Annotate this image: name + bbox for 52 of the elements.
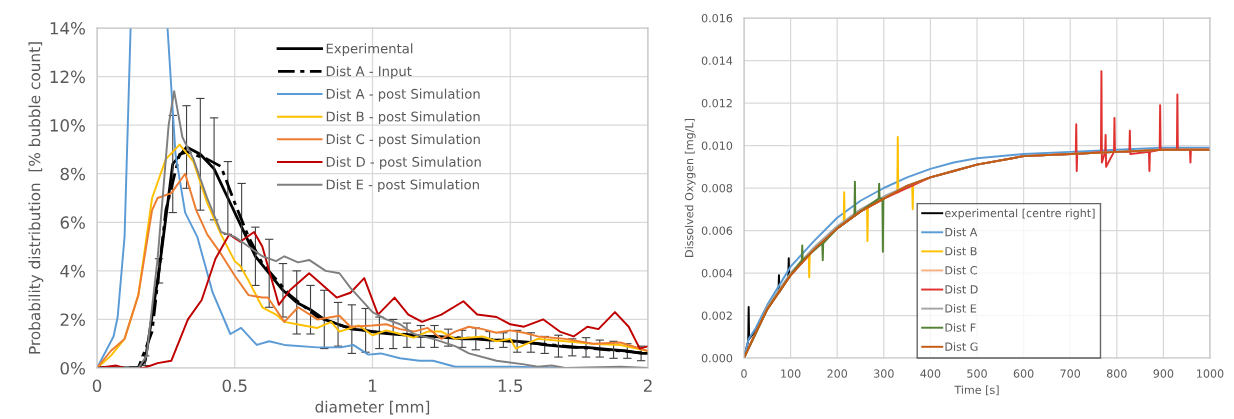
y-tick-label: 0.014: [701, 56, 733, 65]
legend-label: Dist C - post Simulation: [326, 133, 480, 147]
y-tick-label: 0.012: [701, 98, 732, 108]
legend-label: Dist D - post Simulation: [326, 156, 481, 170]
legend-label: Dist E - post Simulation: [326, 179, 479, 193]
x-tick-label: 1: [369, 379, 377, 392]
y-tick-label: 0.000: [701, 353, 733, 363]
legend-label: Dist C: [945, 265, 977, 275]
legend-label: Dist A - Input: [326, 65, 412, 79]
y-tick-label: 0.004: [701, 268, 733, 278]
legend-label: Dist E: [945, 304, 977, 313]
legend-label: experimental [centre right]: [945, 208, 1095, 220]
legend-label: Experimental: [326, 43, 413, 57]
legend-label: Dist B - post Simulation: [326, 111, 480, 125]
x-tick-label: 800: [1106, 369, 1127, 378]
legend-label: Dist A - post Simulation: [326, 88, 480, 102]
x-axis-title: diameter [mm]: [315, 400, 430, 415]
y-tick-label: 0.006: [701, 226, 733, 235]
legend-label: Dist B: [945, 246, 977, 256]
x-tick-label: 100: [781, 369, 801, 378]
x-tick-label: 0.5: [222, 379, 247, 393]
x-tick-label: 500: [967, 369, 987, 378]
x-axis-title: Time [s]: [954, 385, 999, 396]
x-tick-label: 700: [1060, 369, 1081, 378]
y-tick-label: 12%: [50, 70, 85, 84]
y-tick-label: 0%: [60, 361, 85, 375]
y-tick-label: 0.016: [701, 13, 733, 23]
y-axis-title: Probability distribution [% bubble count]: [28, 42, 44, 354]
y-tick-label: 2%: [60, 313, 85, 326]
legend-label: Dist A: [945, 227, 978, 237]
y-tick-label: 14%: [50, 21, 85, 35]
x-tick-label: 1000: [1197, 369, 1224, 378]
x-tick-label: 200: [827, 369, 848, 378]
y-axis-title: Dissolved Oxygen [mg/L]: [684, 118, 696, 257]
x-tick-label: 0: [92, 379, 102, 393]
x-tick-label: 1.5: [498, 379, 523, 393]
y-tick-label: 0.002: [701, 311, 732, 320]
x-tick-label: 900: [1153, 369, 1174, 378]
y-tick-label: 0.010: [701, 141, 733, 150]
y-tick-label: 10%: [50, 119, 85, 132]
x-tick-label: 2: [643, 379, 652, 392]
legend-label: Dist G: [945, 342, 978, 351]
x-tick-label: 0: [741, 369, 747, 378]
legend-label: Dist D: [945, 284, 978, 294]
y-tick-label: 6%: [60, 216, 85, 229]
y-tick-label: 8%: [60, 167, 85, 181]
x-tick-label: 300: [874, 369, 894, 378]
legend-label: Dist F: [945, 323, 976, 332]
y-tick-label: 0.008: [701, 183, 733, 193]
y-tick-label: 4%: [60, 264, 85, 278]
x-tick-label: 600: [1013, 369, 1034, 378]
x-tick-label: 400: [920, 369, 941, 378]
